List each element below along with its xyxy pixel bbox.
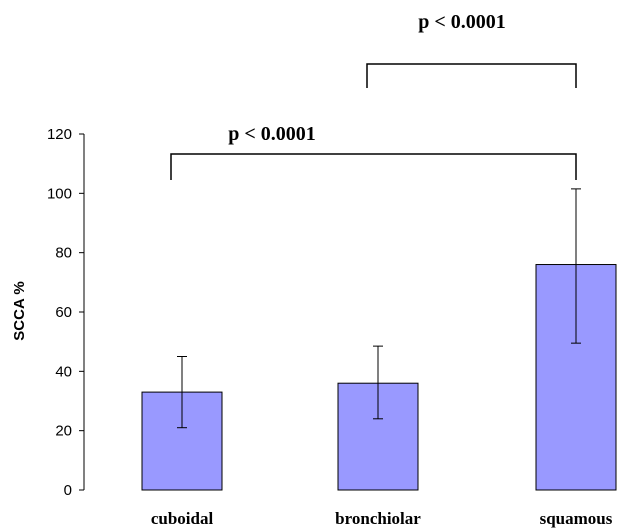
x-axis-labels: cuboidal bronchiolar squamous (151, 509, 613, 528)
significance-bracket (170, 153, 577, 180)
x-tick-label: cuboidal (151, 509, 214, 528)
significance-label: p < 0.0001 (228, 123, 316, 145)
significance-label: p < 0.0001 (418, 11, 506, 33)
error-bars (177, 188, 581, 429)
x-tick-label: bronchiolar (335, 509, 421, 528)
y-tick-label: 60 (55, 304, 72, 321)
y-tick-label: 120 (47, 126, 72, 143)
bars (141, 264, 617, 491)
y-tick-label: 0 (64, 482, 72, 499)
significance-annotations: p < 0.0001 p < 0.0001 (170, 11, 577, 180)
y-tick-label: 80 (55, 245, 72, 262)
y-tick-label: 100 (47, 185, 72, 202)
x-tick-label: squamous (540, 509, 613, 528)
y-tick-label: 40 (55, 363, 72, 380)
significance-bracket (366, 63, 577, 88)
y-axis-label: SCCA % (11, 281, 28, 340)
y-tick-label: 20 (55, 423, 72, 440)
axes: 0 20 40 60 80 100 120 (47, 126, 85, 499)
